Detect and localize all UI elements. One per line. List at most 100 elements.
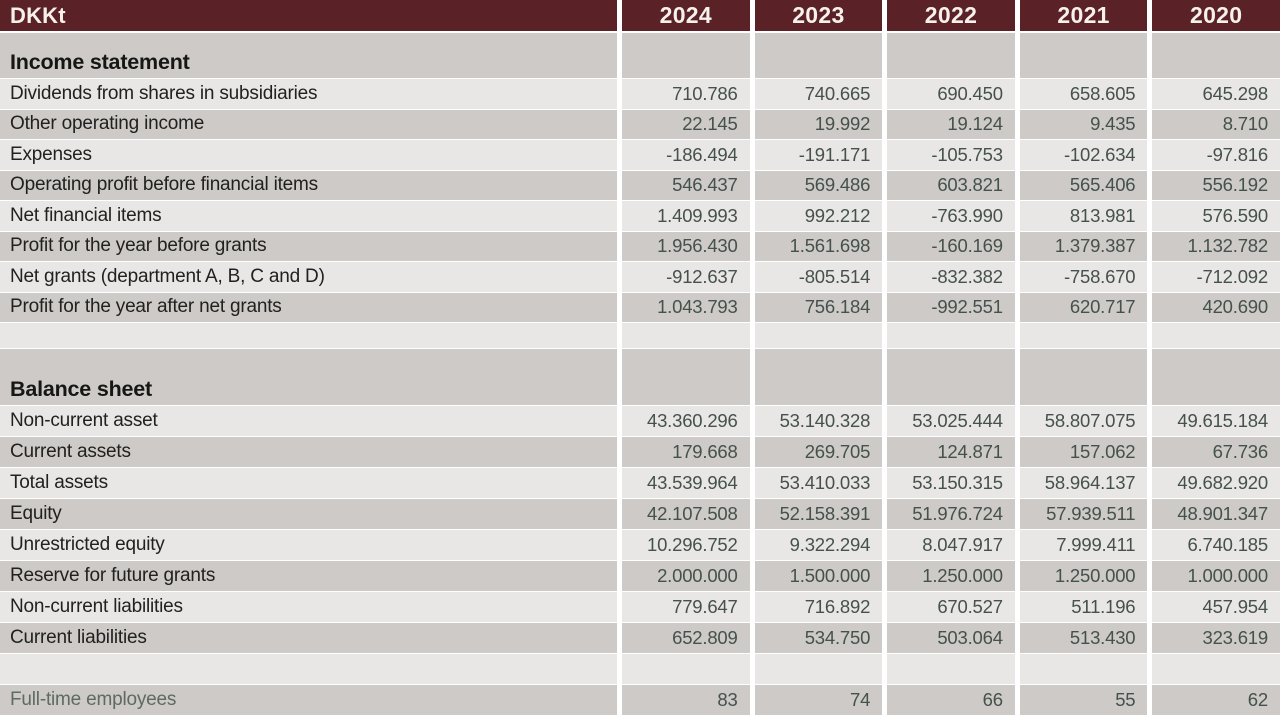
value-cell: 779.647 bbox=[622, 592, 750, 622]
value-cell: 620.717 bbox=[1019, 292, 1148, 322]
value-cell: 62 bbox=[1152, 685, 1280, 715]
value-cell: -805.514 bbox=[754, 262, 883, 292]
row-label-cell: Operating profit before financial items bbox=[0, 170, 617, 200]
value-cell: 756.184 bbox=[754, 292, 883, 322]
table-row: Other operating income 22.145 19.992 19.124… bbox=[0, 109, 1280, 139]
value-cell bbox=[1152, 349, 1280, 405]
value-cell: 323.619 bbox=[1152, 623, 1280, 653]
table-row: Current assets 179.668 269.705 124.871 157.0… bbox=[0, 437, 1280, 467]
value-cell: 1.500.000 bbox=[754, 561, 883, 591]
value-cell bbox=[1019, 349, 1148, 405]
value-cell: 67.736 bbox=[1152, 437, 1280, 467]
value-cell: 49.615.184 bbox=[1152, 406, 1280, 436]
section-spacer-row bbox=[0, 323, 1280, 348]
value-cell: 8.047.917 bbox=[887, 530, 1015, 560]
value-cell: -758.670 bbox=[1019, 262, 1148, 292]
value-cell: 58.964.137 bbox=[1019, 468, 1148, 498]
value-cell: 556.192 bbox=[1152, 170, 1280, 200]
value-cell: 670.527 bbox=[887, 592, 1015, 622]
value-cell: 569.486 bbox=[754, 170, 883, 200]
row-label-cell: Dividends from shares in subsidiaries bbox=[0, 79, 617, 109]
value-cell: 1.561.698 bbox=[754, 231, 883, 261]
value-cell: 19.124 bbox=[887, 109, 1015, 139]
value-cell bbox=[1019, 33, 1148, 78]
value-cell: 1.132.782 bbox=[1152, 231, 1280, 261]
value-cell: 565.406 bbox=[1019, 170, 1148, 200]
unit-label: DKKt bbox=[0, 0, 617, 31]
year-column-header-2022: 2022 bbox=[887, 0, 1015, 31]
value-cell: -191.171 bbox=[754, 140, 883, 170]
value-cell: 992.212 bbox=[754, 201, 883, 231]
row-label-cell: Current assets bbox=[0, 437, 617, 467]
row-label-cell: Equity bbox=[0, 499, 617, 529]
value-cell bbox=[754, 33, 883, 78]
value-cell bbox=[1019, 323, 1148, 348]
row-label-cell: Other operating income bbox=[0, 109, 617, 139]
value-cell: 1.250.000 bbox=[1019, 561, 1148, 591]
value-cell: 710.786 bbox=[622, 79, 750, 109]
row-label-cell bbox=[0, 323, 617, 348]
year-column-header-2020: 2020 bbox=[1152, 0, 1280, 31]
year-column-header-2021: 2021 bbox=[1019, 0, 1148, 31]
footer-row: Full-time employees 83 74 66 55 62 bbox=[0, 685, 1280, 715]
value-cell bbox=[622, 33, 750, 78]
value-cell: 8.710 bbox=[1152, 109, 1280, 139]
row-label-cell: Net financial items bbox=[0, 201, 617, 231]
table-row: Profit for the year after net grants 1.04… bbox=[0, 292, 1280, 322]
table-header-row: DKKt 2024 2023 2022 2021 2020 bbox=[0, 0, 1280, 31]
value-cell bbox=[622, 349, 750, 405]
value-cell bbox=[1152, 33, 1280, 78]
value-cell: 43.539.964 bbox=[622, 468, 750, 498]
value-cell: 1.379.387 bbox=[1019, 231, 1148, 261]
value-cell: -105.753 bbox=[887, 140, 1015, 170]
value-cell: 603.821 bbox=[887, 170, 1015, 200]
value-cell bbox=[622, 323, 750, 348]
value-cell: 49.682.920 bbox=[1152, 468, 1280, 498]
value-cell bbox=[887, 349, 1015, 405]
value-cell: 1.000.000 bbox=[1152, 561, 1280, 591]
value-cell: 51.976.724 bbox=[887, 499, 1015, 529]
section-header-row: Income statement bbox=[0, 33, 1280, 78]
value-cell: 269.705 bbox=[754, 437, 883, 467]
value-cell: -712.092 bbox=[1152, 262, 1280, 292]
row-label-cell: Profit for the year before grants bbox=[0, 231, 617, 261]
value-cell bbox=[754, 349, 883, 405]
value-cell: 53.025.444 bbox=[887, 406, 1015, 436]
value-cell: -186.494 bbox=[622, 140, 750, 170]
table-row: Net financial items 1.409.993 992.212 -763.… bbox=[0, 201, 1280, 231]
value-cell: 645.298 bbox=[1152, 79, 1280, 109]
footer-label: Full-time employees bbox=[0, 685, 617, 715]
value-cell: 58.807.075 bbox=[1019, 406, 1148, 436]
value-cell: -97.816 bbox=[1152, 140, 1280, 170]
value-cell: 7.999.411 bbox=[1019, 530, 1148, 560]
value-cell: 511.196 bbox=[1019, 592, 1148, 622]
value-cell: 43.360.296 bbox=[622, 406, 750, 436]
value-cell: 1.043.793 bbox=[622, 292, 750, 322]
value-cell: 2.000.000 bbox=[622, 561, 750, 591]
table-row: Unrestricted equity 10.296.752 9.322.294 8.… bbox=[0, 530, 1280, 560]
year-column-header-2024: 2024 bbox=[622, 0, 750, 31]
table-row: Reserve for future grants 2.000.000 1.500.… bbox=[0, 561, 1280, 591]
row-label-cell: Current liabilities bbox=[0, 623, 617, 653]
footer-spacer-row bbox=[0, 654, 1280, 684]
value-cell: 48.901.347 bbox=[1152, 499, 1280, 529]
value-cell: 420.690 bbox=[1152, 292, 1280, 322]
value-cell: 503.064 bbox=[887, 623, 1015, 653]
value-cell bbox=[887, 654, 1015, 684]
value-cell: -763.990 bbox=[887, 201, 1015, 231]
row-label-cell: Non-current asset bbox=[0, 406, 617, 436]
value-cell bbox=[754, 323, 883, 348]
value-cell: 74 bbox=[754, 685, 883, 715]
table-row: Operating profit before financial items 5… bbox=[0, 170, 1280, 200]
value-cell: 53.410.033 bbox=[754, 468, 883, 498]
table-body: Income statement Dividends from shares in… bbox=[0, 33, 1280, 716]
table-row: Profit for the year before grants 1.956.4… bbox=[0, 231, 1280, 261]
value-cell: 157.062 bbox=[1019, 437, 1148, 467]
value-cell: 179.668 bbox=[622, 437, 750, 467]
table-row: Equity 42.107.508 52.158.391 51.976.724 57.9… bbox=[0, 499, 1280, 529]
value-cell bbox=[754, 654, 883, 684]
value-cell: 1.956.430 bbox=[622, 231, 750, 261]
value-cell: 690.450 bbox=[887, 79, 1015, 109]
value-cell: 6.740.185 bbox=[1152, 530, 1280, 560]
